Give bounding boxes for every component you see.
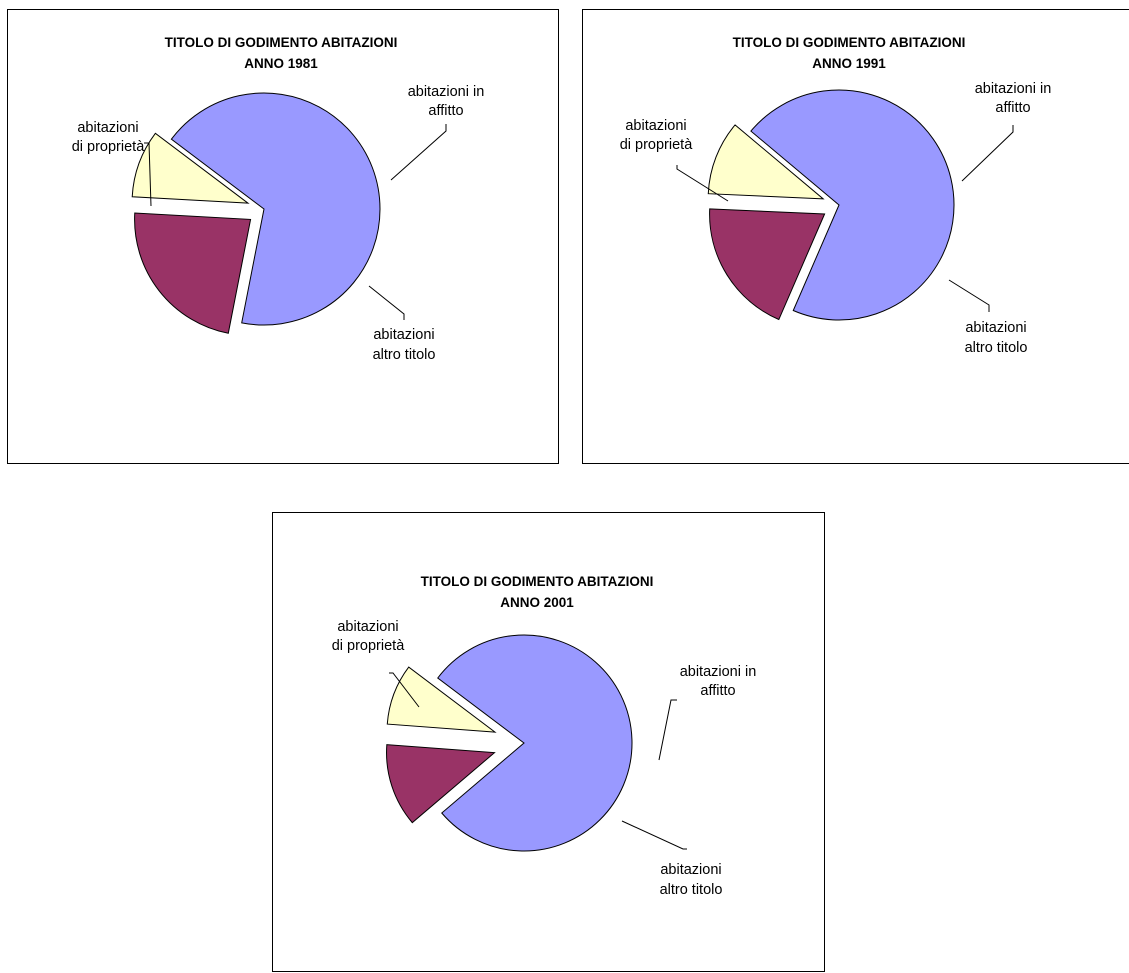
- slice-label-own-line1: abitazioni: [625, 118, 686, 134]
- slice-altro-titolo: [707, 124, 825, 200]
- slice-proprieta: [750, 89, 955, 321]
- slice-label-own-line2: di proprietà: [332, 638, 405, 654]
- leader-line-own: [389, 672, 420, 708]
- chart-title: TITOLO DI GODIMENTO ABITAZIONI: [733, 35, 966, 50]
- leader-line-own: [144, 142, 152, 207]
- chart-subtitle: ANNO 1981: [244, 56, 318, 71]
- leader-line-rent: [658, 699, 677, 761]
- chart-title: TITOLO DI GODIMENTO ABITAZIONI: [165, 35, 398, 50]
- slice-label-rent-line2: affitto: [700, 683, 735, 699]
- slice-affitto: [386, 744, 496, 824]
- slice-label-own-line1: abitazioni: [77, 120, 138, 136]
- slice-label-own-line2: di proprietà: [72, 139, 145, 155]
- slice-affitto: [709, 208, 826, 321]
- leader-line-other: [368, 285, 405, 320]
- slice-label-other-line2: altro titolo: [965, 340, 1028, 356]
- chart-title: TITOLO DI GODIMENTO ABITAZIONI: [421, 574, 654, 589]
- chart-panel-1991: TITOLO DI GODIMENTO ABITAZIONI ANNO 1991…: [582, 9, 1129, 464]
- pie-chart-2001: TITOLO DI GODIMENTO ABITAZIONI ANNO 2001…: [332, 574, 757, 898]
- slice-label-other-line2: altro titolo: [373, 347, 436, 363]
- pie-chart-1991: TITOLO DI GODIMENTO ABITAZIONI ANNO 1991…: [620, 35, 1052, 356]
- slice-label-rent-line1: abitazioni in: [680, 664, 757, 680]
- leader-line-other: [621, 820, 687, 850]
- slice-label-rent-line2: affitto: [995, 100, 1030, 116]
- leader-line-other: [948, 279, 990, 312]
- slice-proprieta: [437, 634, 633, 852]
- slice-label-rent-line2: affitto: [428, 103, 463, 119]
- slice-affitto: [134, 212, 252, 334]
- slice-label-other-line2: altro titolo: [660, 882, 723, 898]
- slice-label-other-line1: abitazioni: [373, 327, 434, 343]
- slice-altro-titolo: [131, 132, 250, 204]
- slice-label-other-line1: abitazioni: [965, 320, 1026, 336]
- slice-label-rent-line1: abitazioni in: [975, 81, 1052, 97]
- slice-label-rent-line1: abitazioni in: [408, 84, 485, 100]
- leader-line-rent: [390, 124, 447, 181]
- slice-altro-titolo: [386, 666, 497, 733]
- pie-slices: [707, 89, 955, 321]
- slice-label-own-line2: di proprietà: [620, 137, 693, 153]
- pie-slices: [386, 634, 633, 852]
- leader-line-rent: [961, 125, 1014, 182]
- slice-label-own-line1: abitazioni: [337, 619, 398, 635]
- chart-subtitle: ANNO 1991: [812, 56, 886, 71]
- slice-label-other-line1: abitazioni: [660, 862, 721, 878]
- pie-slices: [131, 92, 381, 334]
- chart-panel-2001: TITOLO DI GODIMENTO ABITAZIONI ANNO 2001…: [272, 512, 825, 972]
- chart-panel-1981: TITOLO DI GODIMENTO ABITAZIONI ANNO 1981…: [7, 9, 559, 464]
- pie-chart-1981: TITOLO DI GODIMENTO ABITAZIONI ANNO 1981…: [72, 35, 485, 363]
- chart-subtitle: ANNO 2001: [500, 595, 574, 610]
- leader-line-own: [676, 165, 729, 202]
- slice-proprieta: [170, 92, 381, 326]
